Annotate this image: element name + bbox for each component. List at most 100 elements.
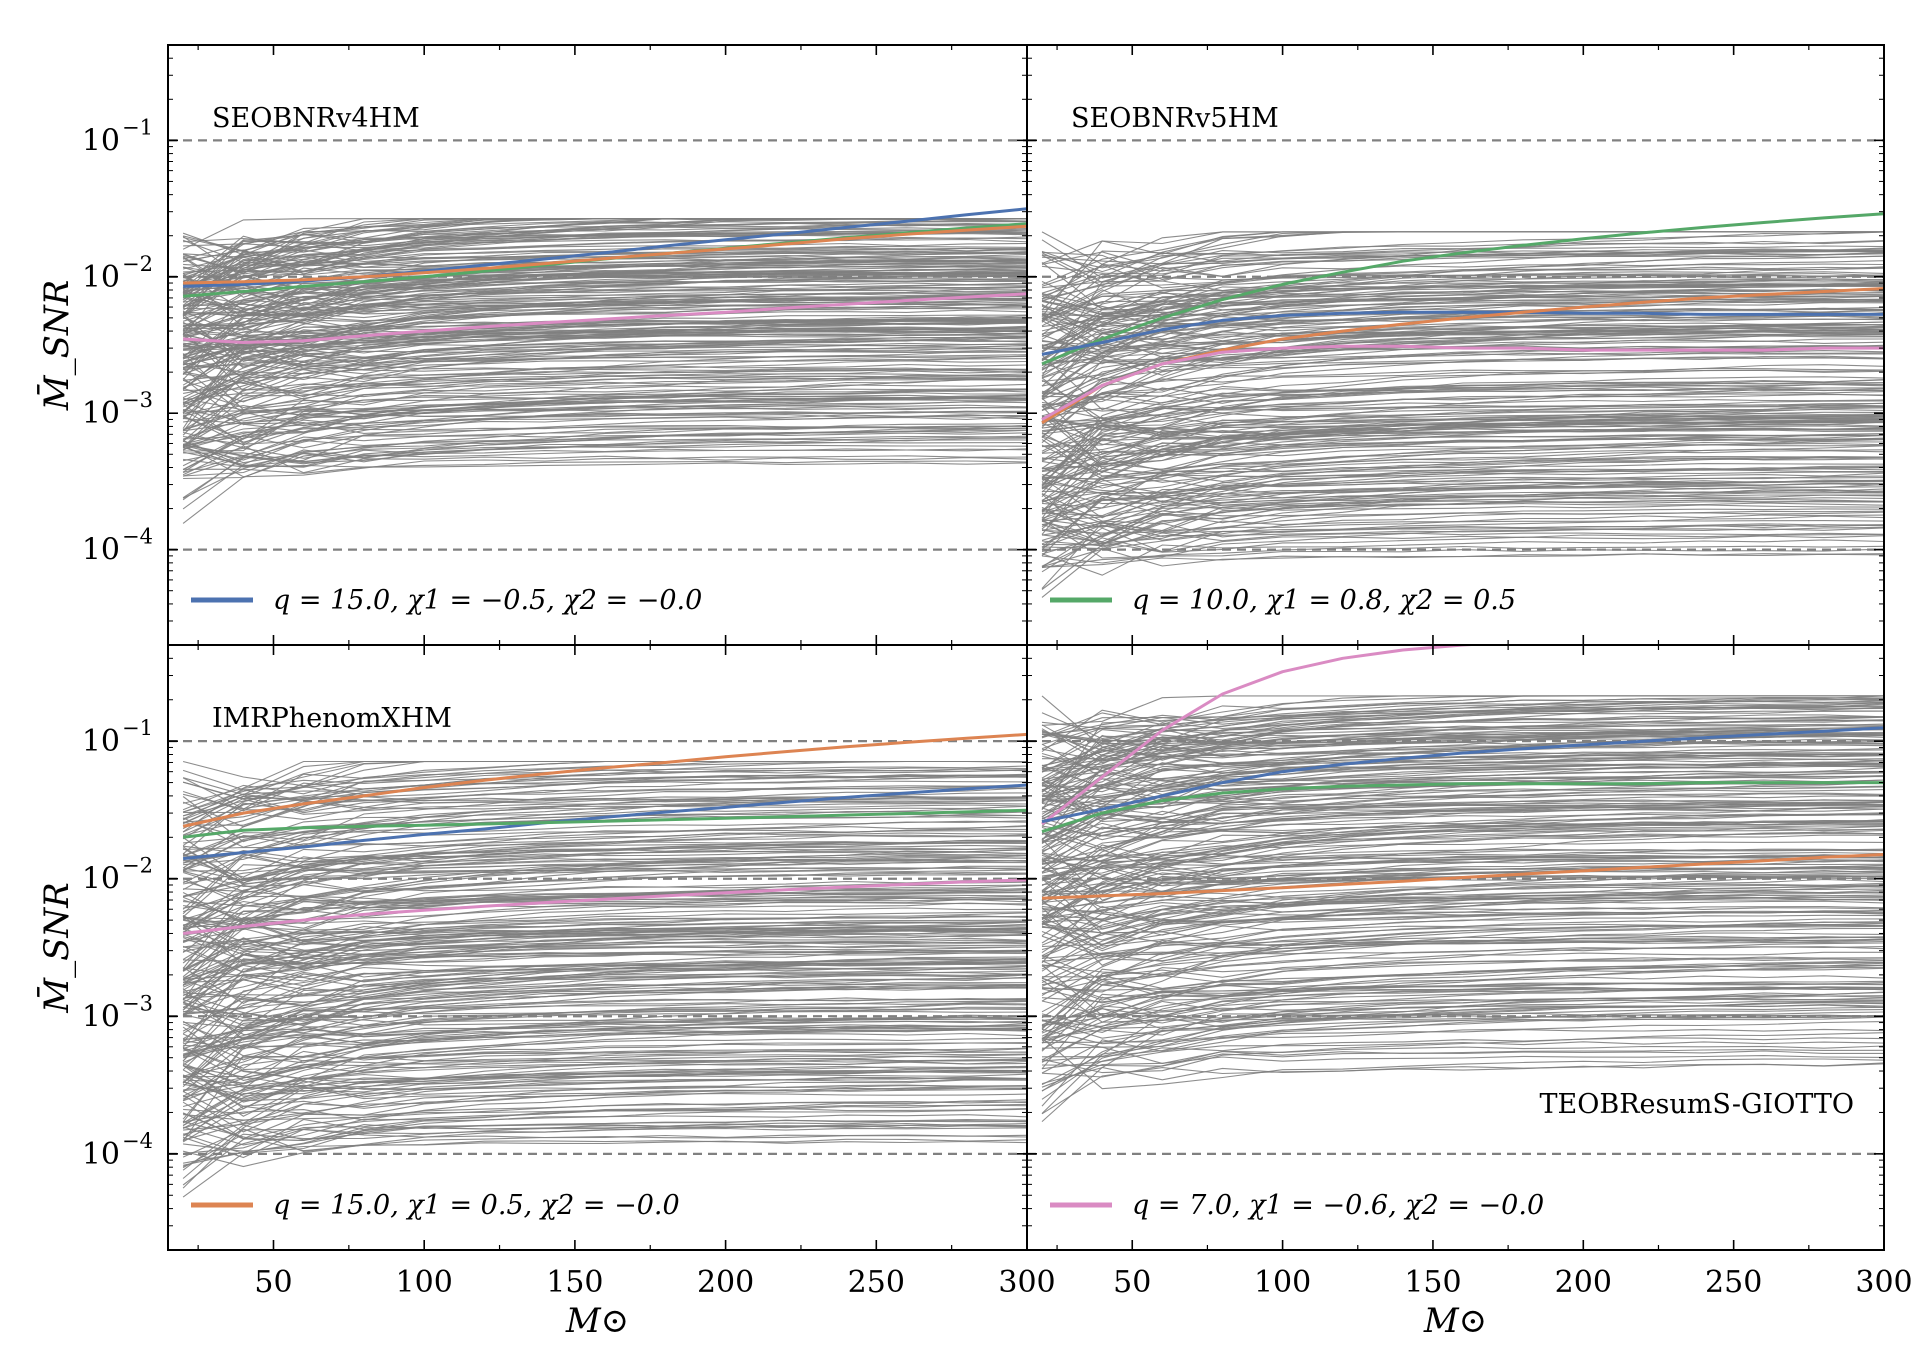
ensemble-line [182, 297, 1027, 332]
ensemble-line [182, 769, 1027, 847]
ensemble-line [182, 897, 1027, 972]
y-tick-label: 10 [82, 396, 120, 431]
y-axis-label: M̄_SNR [36, 882, 77, 1013]
ensemble-line [182, 928, 1027, 1011]
ensemble-line [183, 983, 1027, 1006]
x-tick-label: 50 [254, 1265, 292, 1300]
ensemble-line [1041, 312, 1884, 329]
ensemble-line [182, 373, 1027, 447]
ensemble-line [1041, 754, 1884, 815]
ensemble-line [183, 884, 1027, 920]
ensemble-line [182, 389, 1027, 450]
ensemble-line [1041, 900, 1884, 934]
ensemble-line [183, 394, 1027, 449]
ensemble-line [1041, 924, 1884, 1041]
ensemble-line [183, 1100, 1027, 1154]
ensemble-line [182, 967, 1027, 1040]
ensemble-line [1041, 936, 1884, 960]
ensemble-line [1041, 492, 1884, 598]
ensemble-line [1041, 907, 1884, 924]
ensemble-line [182, 445, 1027, 476]
y-axis-label: M̄_SNR [36, 280, 77, 411]
y-tick-exponent: −3 [122, 388, 153, 412]
ensemble-line [1041, 489, 1884, 538]
ensemble-line [183, 282, 1027, 348]
ensemble-line [182, 949, 1027, 1044]
ensemble-line [1041, 1011, 1884, 1061]
ensemble-line [1041, 497, 1884, 546]
x-tick-label: 300 [1855, 1265, 1912, 1300]
ensemble-line [1041, 455, 1884, 509]
y-tick-exponent: −3 [122, 991, 153, 1015]
ensemble-line [182, 963, 1027, 986]
ensemble-line [1041, 924, 1884, 976]
ensemble-line [182, 857, 1027, 887]
ensemble-line [1041, 980, 1884, 1027]
ensemble-line [183, 1059, 1027, 1084]
ensemble-line [182, 988, 1027, 1041]
ensemble-line [182, 432, 1027, 457]
ensemble-line [1041, 812, 1884, 852]
ensemble-line [1041, 249, 1884, 321]
ensemble-line [182, 436, 1027, 465]
ensemble-line [1041, 489, 1884, 548]
ensemble-line [1041, 1062, 1884, 1123]
ensemble-line [1041, 466, 1884, 513]
ensemble-line [182, 1020, 1027, 1058]
ensemble-line [182, 940, 1027, 991]
ensemble-line [182, 1042, 1027, 1091]
ensemble-line [1041, 510, 1884, 573]
ensemble-line [183, 880, 1027, 928]
ensemble-line [182, 774, 1027, 833]
ensemble-line [1041, 1015, 1884, 1039]
ensemble-line [183, 401, 1027, 418]
ensemble-line [1041, 309, 1884, 355]
ensemble-line [1041, 851, 1884, 865]
ensemble-line [1041, 504, 1884, 555]
ensemble-line [1041, 445, 1884, 495]
ensemble-line [1041, 1028, 1884, 1074]
series-line-4 [182, 878, 1027, 935]
ensemble-line [1041, 710, 1884, 767]
ensemble-line [1041, 520, 1884, 553]
ensemble-line [1041, 789, 1884, 893]
ensemble-line [1041, 408, 1884, 489]
ensemble-line [1041, 546, 1884, 567]
ensemble-line [1041, 749, 1884, 818]
ensemble-line [1041, 412, 1884, 486]
ensemble-line [182, 784, 1027, 864]
ensemble-line [1041, 964, 1884, 998]
ensemble-line [182, 309, 1027, 347]
ensemble-line [182, 915, 1027, 1001]
ensemble-line [1041, 289, 1884, 346]
x-tick-label: 250 [1705, 1265, 1762, 1300]
ensemble-line [182, 951, 1027, 983]
ensemble-line [1041, 418, 1884, 434]
ensemble-line [183, 373, 1027, 398]
y-tick-label: 10 [82, 999, 120, 1034]
ensemble-line [182, 1128, 1027, 1158]
x-tick-label: 100 [396, 1265, 453, 1300]
ensemble-line [182, 1112, 1027, 1142]
ensemble-line [1041, 1015, 1884, 1048]
ensemble-line [182, 273, 1027, 317]
ensemble-line [1041, 329, 1884, 387]
ensemble-line [182, 950, 1027, 1032]
ensemble-line [182, 1048, 1027, 1126]
ensemble-line [182, 321, 1027, 360]
ensemble-line [1041, 493, 1884, 548]
ensemble-line [182, 236, 1027, 274]
ensemble-line [1041, 407, 1884, 483]
ensemble-line [183, 987, 1027, 1049]
ensemble-line [1041, 267, 1884, 328]
plot-area [1027, 645, 1884, 1155]
ensemble-line [182, 1028, 1027, 1097]
ensemble-line [182, 377, 1027, 441]
ensemble-line [1041, 263, 1884, 319]
ensemble-line [1041, 545, 1884, 564]
ensemble-line [183, 304, 1027, 322]
ensemble-line [182, 918, 1027, 944]
ensemble-line [1041, 753, 1884, 787]
ensemble-line [1041, 476, 1884, 517]
ensemble-line [1041, 450, 1884, 528]
